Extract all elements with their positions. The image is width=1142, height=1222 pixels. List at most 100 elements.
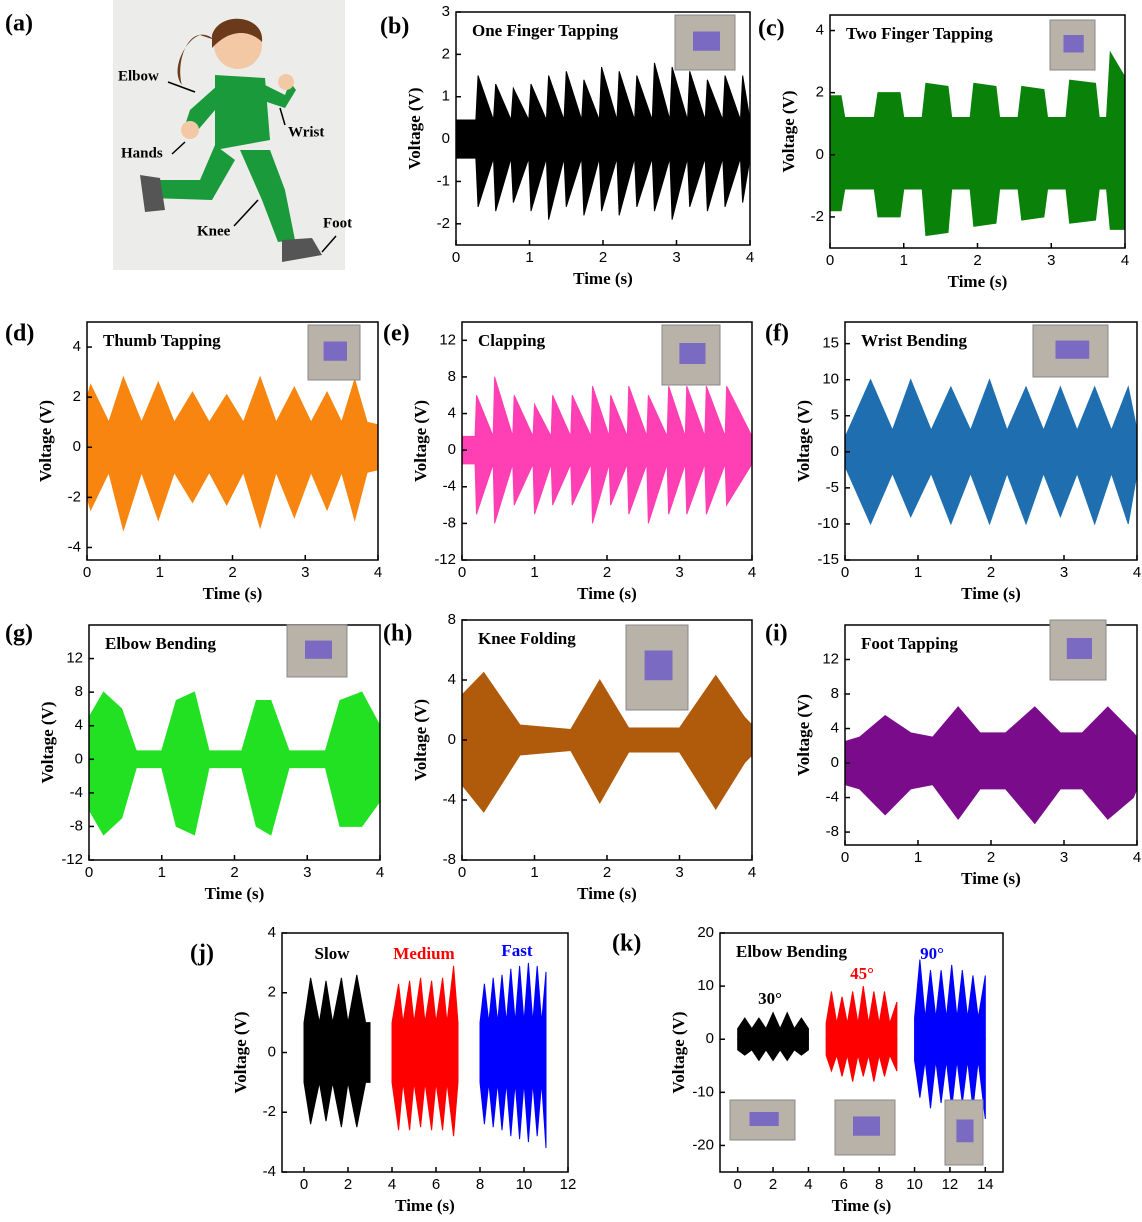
y-axis-title: Voltage (V): [669, 1012, 688, 1094]
x-tick-label: 4: [746, 249, 754, 266]
x-tick-label: 2: [603, 564, 611, 581]
y-tick-label: 12: [822, 650, 839, 667]
y-tick-label: 0: [268, 1043, 276, 1060]
signal-envelope: [845, 763, 1137, 823]
x-axis-title: Time (s): [961, 869, 1021, 888]
x-tick-label: 4: [748, 564, 756, 581]
y-tick-label: 1: [442, 88, 450, 105]
y-tick-label: 0: [73, 438, 81, 455]
signal-envelope: [456, 139, 750, 219]
y-tick-label: -2: [437, 215, 450, 232]
x-tick-label: 4: [374, 564, 382, 581]
y-tick-label: 0: [75, 750, 83, 767]
x-tick-label: 1: [156, 564, 164, 581]
y-tick-label: 0: [706, 1030, 714, 1047]
y-tick-label: -4: [70, 784, 83, 801]
y-tick-label: 12: [66, 650, 83, 667]
series-label: Fast: [501, 941, 533, 960]
y-tick-label: -12: [434, 551, 456, 568]
x-tick-label: 8: [476, 1176, 484, 1193]
signal-envelope: [462, 377, 752, 450]
x-axis-title: Time (s): [577, 884, 637, 903]
x-tick-label: 4: [1121, 252, 1129, 269]
x-axis-title: Time (s): [205, 884, 265, 903]
x-tick-label: 4: [1133, 564, 1141, 581]
x-tick-label: 3: [675, 564, 683, 581]
y-tick-label: -2: [68, 488, 81, 505]
signal-envelope: [456, 63, 750, 139]
x-tick-label: 4: [388, 1176, 396, 1193]
x-tick-label: 4: [1133, 849, 1141, 866]
signal-envelope: [87, 377, 378, 447]
y-tick-label: -12: [61, 851, 83, 868]
panel-title: Wrist Bending: [861, 331, 967, 350]
body-label: Wrist: [288, 124, 324, 140]
y-tick-label: -8: [443, 514, 456, 531]
inset-detail: [750, 1112, 779, 1126]
y-tick-label: -10: [692, 1083, 714, 1100]
x-tick-label: 2: [769, 1176, 777, 1193]
panel-title: One Finger Tapping: [472, 21, 619, 40]
signal-envelope: [462, 450, 752, 523]
x-axis-title: Time (s): [573, 269, 633, 288]
x-tick-label: 3: [672, 249, 680, 266]
panel-label: (g): [5, 621, 33, 647]
x-tick-label: 0: [458, 564, 466, 581]
x-tick-label: 3: [675, 864, 683, 881]
x-tick-label: 2: [599, 249, 607, 266]
x-tick-label: 12: [560, 1176, 577, 1193]
series-label: Medium: [393, 944, 454, 963]
x-tick-label: 3: [1060, 564, 1068, 581]
x-tick-label: 1: [914, 849, 922, 866]
y-axis-title: Voltage (V): [36, 400, 55, 482]
panel-title: Knee Folding: [478, 629, 576, 648]
x-tick-label: 14: [977, 1176, 994, 1193]
y-tick-label: 15: [822, 335, 839, 352]
y-tick-label: 8: [75, 683, 83, 700]
body-label: Foot: [323, 215, 352, 231]
y-tick-label: 3: [442, 3, 450, 20]
inset-detail: [305, 641, 332, 659]
signal-envelope: [845, 707, 1137, 763]
x-axis-title: Time (s): [577, 584, 637, 603]
body-label: Knee: [197, 223, 231, 239]
y-tick-label: -2: [811, 208, 824, 225]
panel-label: (b): [380, 14, 409, 40]
y-axis-title: Voltage (V): [794, 400, 813, 482]
y-tick-label: 8: [448, 368, 456, 385]
x-tick-label: 1: [158, 864, 166, 881]
signal-envelope: [480, 1053, 546, 1149]
x-tick-label: 12: [942, 1176, 959, 1193]
y-tick-label: 0: [448, 731, 456, 748]
x-tick-label: 0: [300, 1176, 308, 1193]
x-tick-label: 2: [228, 564, 236, 581]
y-tick-label: -4: [826, 789, 839, 806]
x-tick-label: 1: [530, 864, 538, 881]
y-tick-label: -8: [70, 817, 83, 834]
signal-envelope: [738, 1039, 809, 1060]
x-tick-label: 1: [914, 564, 922, 581]
panel-label: (a): [5, 11, 33, 37]
panel-label: (c): [758, 16, 785, 42]
signal-envelope: [845, 452, 1137, 524]
series-label: 30°: [758, 989, 782, 1008]
y-tick-label: 0: [831, 754, 839, 771]
x-tick-label: 4: [748, 864, 756, 881]
body-label: Elbow: [118, 68, 159, 84]
panel-title: Elbow Bending: [736, 942, 848, 961]
panel-label: (h): [383, 621, 412, 647]
y-tick-label: 2: [442, 45, 450, 62]
x-tick-label: 2: [973, 252, 981, 269]
y-tick-label: 4: [831, 719, 839, 736]
signal-envelope: [462, 740, 752, 812]
x-axis-title: Time (s): [395, 1196, 455, 1215]
signal-envelope: [392, 1053, 458, 1137]
y-tick-label: -15: [817, 551, 839, 568]
x-tick-label: 4: [804, 1176, 812, 1193]
signal-envelope: [462, 673, 752, 741]
panel-label: (e): [383, 321, 410, 347]
signal-envelope: [830, 155, 1125, 236]
